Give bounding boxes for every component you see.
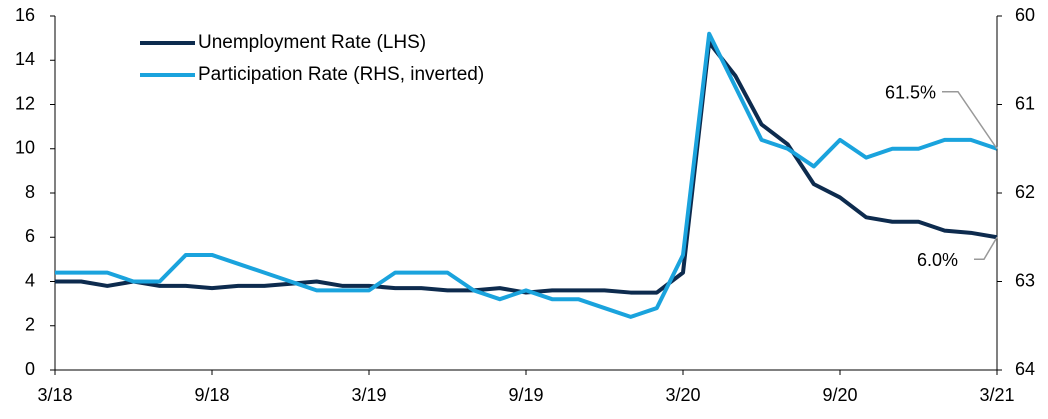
legend-label: Unemployment Rate (LHS): [198, 32, 426, 53]
y-tick-label: 8: [25, 182, 35, 202]
y2-tick-label: 60: [1015, 5, 1035, 25]
leader-line: [974, 236, 998, 260]
y2-tick-label: 64: [1015, 359, 1035, 379]
y2-tick-label: 62: [1015, 182, 1035, 202]
y-tick-label: 2: [25, 315, 35, 335]
x-tick-label: 3/20: [665, 385, 700, 405]
y-tick-label: 16: [15, 5, 35, 25]
x-tick-label: 9/20: [822, 385, 857, 405]
y2-tick-label: 61: [1015, 93, 1035, 113]
y-tick-label: 14: [15, 49, 35, 69]
line: [55, 31, 998, 319]
x-tick-label: 9/19: [508, 385, 543, 405]
leader-line: [942, 91, 998, 150]
x-tick-label: 3/18: [37, 385, 72, 405]
value-label: 6.0%: [917, 250, 958, 270]
y-tick-label: 12: [15, 93, 35, 113]
y-tick-label: 6: [25, 226, 35, 246]
legend-label: Participation Rate (RHS, inverted): [198, 64, 484, 85]
y-tick-label: 10: [15, 138, 35, 158]
line: [55, 40, 998, 295]
x-tick-label: 9/18: [194, 385, 229, 405]
value-label: 61.5%: [885, 83, 936, 103]
y-tick-label: 0: [25, 359, 35, 379]
y-tick-label: 4: [25, 270, 35, 290]
x-tick-label: 3/19: [351, 385, 386, 405]
y2-tick-label: 63: [1015, 270, 1035, 290]
x-tick-label: 3/21: [979, 385, 1014, 405]
